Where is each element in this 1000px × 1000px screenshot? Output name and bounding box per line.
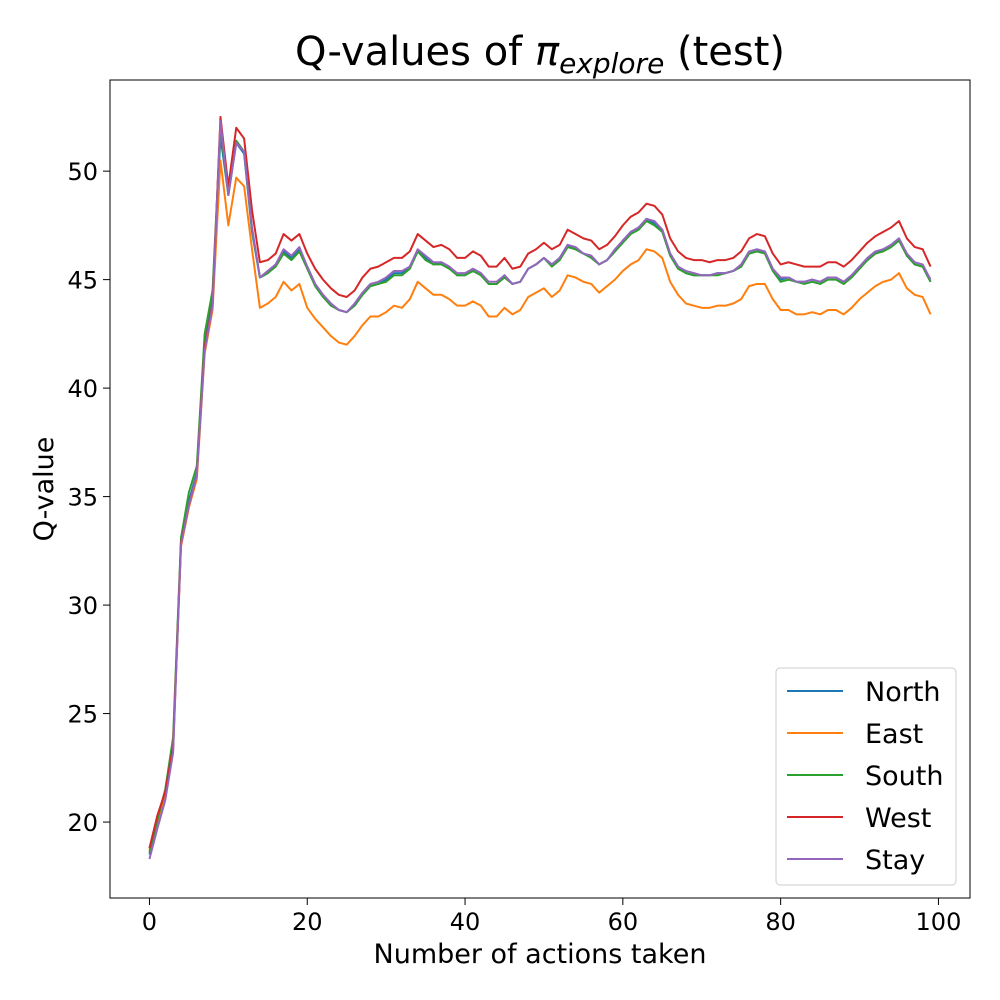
x-axis: 0 20 40 60 80 100 [142, 898, 962, 936]
legend: North East South West Stay [775, 667, 957, 886]
x-tick-label: 20 [292, 908, 323, 936]
x-axis-label: Number of actions taken [374, 939, 707, 970]
x-tick-label: 80 [765, 908, 796, 936]
y-tick-label: 35 [67, 484, 98, 512]
y-axis: 20 25 30 35 40 45 50 [67, 158, 110, 837]
series-group [148, 115, 932, 860]
legend-label-south: South [865, 761, 943, 792]
y-tick-label: 20 [67, 809, 98, 837]
chart-title-subscript: explore [559, 47, 664, 80]
legend-frame [775, 667, 957, 886]
x-tick-label: 60 [608, 908, 639, 936]
plot-frame [109, 79, 971, 899]
chart-title-symbol: π [535, 29, 560, 75]
y-tick-label: 45 [67, 267, 98, 295]
y-axis-label: Q-value [29, 437, 60, 542]
chart-title-prefix: Q-values of [295, 29, 535, 75]
y-tick-label: 30 [67, 592, 98, 620]
y-tick-label: 25 [67, 701, 98, 729]
y-tick-label: 50 [67, 158, 98, 186]
legend-label-north: North [865, 677, 941, 708]
series-line-stay [148, 120, 932, 860]
series-line-west [148, 115, 932, 849]
legend-label-west: West [865, 803, 931, 834]
x-tick-label: 100 [916, 908, 962, 936]
legend-label-east: East [865, 719, 923, 750]
y-tick-label: 40 [67, 375, 98, 403]
legend-label-stay: Stay [865, 845, 925, 876]
chart-title: Q-values of πexplore (test) [295, 29, 785, 80]
chart-title-suffix: (test) [664, 29, 785, 75]
plot-area [109, 79, 971, 899]
x-tick-label: 40 [450, 908, 481, 936]
series-line-east [148, 159, 932, 851]
x-tick-label: 0 [142, 908, 157, 936]
